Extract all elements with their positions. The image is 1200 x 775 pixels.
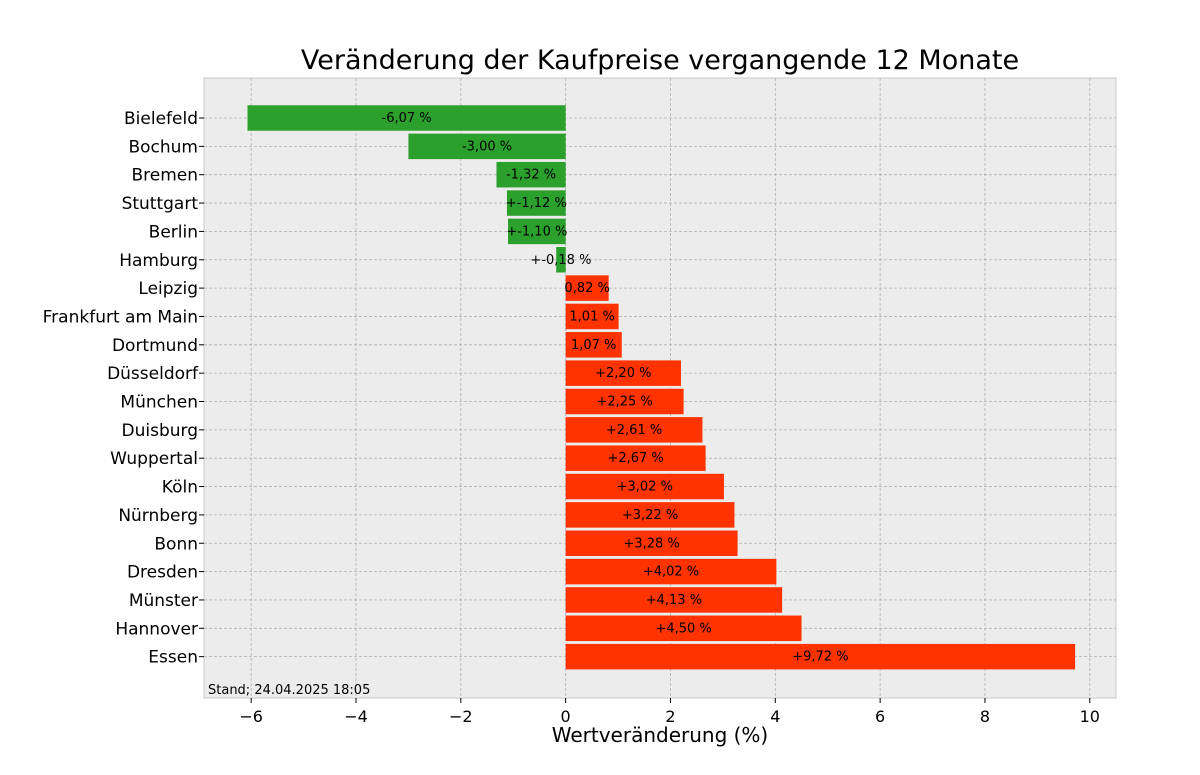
category-label: Essen (148, 648, 198, 668)
bar-value-label: +3,22 % (622, 508, 678, 523)
timestamp-annotation: Stand; 24.04.2025 18:05 (208, 683, 370, 698)
value-labels: -6,07 % -3,00 % -1,32 % +-1,12 % +-1,10 % +-0… (382, 111, 849, 665)
category-label: Wuppertal (110, 449, 198, 469)
bar (496, 161, 566, 188)
bar-value-label: +4,13 % (646, 593, 702, 608)
category-label: Bonn (154, 534, 198, 554)
bar-value-label: -6,07 % (382, 111, 432, 126)
bar (565, 303, 619, 330)
x-tick-label: −4 (344, 707, 368, 726)
category-label: München (120, 393, 198, 413)
bar (508, 218, 566, 245)
bar (565, 530, 738, 556)
bar (556, 247, 566, 273)
bar (565, 558, 777, 585)
chart-title: Veränderung der Kaufpreise vergangende 1… (301, 45, 1019, 76)
category-label: Bielefeld (124, 109, 198, 129)
x-tick-label: 4 (770, 707, 780, 726)
bar-value-label: +2,67 % (607, 451, 663, 466)
bar (565, 388, 684, 415)
bar (565, 643, 1076, 670)
bar-value-label: -1,32 % (506, 168, 556, 183)
category-label: Bochum (128, 137, 198, 157)
category-label: Dresden (127, 563, 198, 583)
bar-value-label: +3,02 % (617, 480, 673, 495)
x-tick-labels: −6 −4 −2 0 2 4 6 8 10 (239, 698, 1100, 726)
bar (506, 190, 566, 216)
bar (565, 587, 783, 613)
bar-value-label: +2,61 % (606, 423, 662, 438)
category-labels: Bielefeld Bochum Bremen Stuttgart Berlin Hamb… (43, 109, 204, 668)
bar-value-label: +4,02 % (643, 565, 699, 580)
category-label: Leipzig (138, 279, 198, 299)
x-tick-label: −2 (449, 707, 473, 726)
category-label: Hamburg (119, 251, 198, 271)
bar (565, 473, 724, 500)
bar-value-label: -3,00 % (462, 139, 512, 154)
bar (565, 417, 703, 443)
category-label: Hannover (115, 619, 198, 639)
category-label: Münster (129, 591, 198, 611)
category-label: Düsseldorf (107, 364, 199, 384)
bar (565, 332, 622, 358)
x-tick-label: 8 (980, 707, 990, 726)
bar (565, 615, 802, 642)
x-tick-label: −6 (239, 707, 263, 726)
bar-value-label: 1,07 % (571, 338, 616, 353)
category-label: Bremen (131, 166, 198, 186)
bar-value-label: +-1,10 % (506, 224, 567, 239)
category-label: Nürnberg (118, 506, 198, 526)
bar-value-label: +-1,12 % (506, 196, 567, 211)
x-tick-label: 6 (875, 707, 885, 726)
bar (565, 502, 735, 528)
bar-value-label: +-0,18 % (530, 253, 591, 268)
bar-value-label: +4,50 % (655, 621, 711, 636)
bar-value-label: +2,20 % (595, 366, 651, 381)
category-label: Frankfurt am Main (43, 307, 198, 327)
bar (408, 133, 566, 160)
category-label: Berlin (149, 222, 198, 242)
x-tick-label: 10 (1080, 707, 1100, 726)
bar-value-label: +2,25 % (596, 395, 652, 410)
bar (565, 445, 706, 471)
category-label: Dortmund (112, 336, 198, 356)
bar (565, 360, 681, 386)
bars (247, 105, 1076, 670)
x-tick-label: 0 (561, 707, 571, 726)
category-label: Stuttgart (122, 194, 199, 214)
bar-value-label: 0,82 % (564, 281, 609, 296)
category-label: Köln (162, 478, 198, 498)
x-axis-label: Wertveränderung (%) (552, 723, 769, 747)
bar-value-label: 1,01 % (569, 309, 614, 324)
bar (247, 105, 566, 131)
bar-value-label: +9,72 % (792, 650, 848, 665)
x-tick-label: 2 (665, 707, 675, 726)
bar (565, 275, 609, 301)
category-label: Duisburg (122, 421, 199, 441)
bar-value-label: +3,28 % (623, 536, 679, 551)
